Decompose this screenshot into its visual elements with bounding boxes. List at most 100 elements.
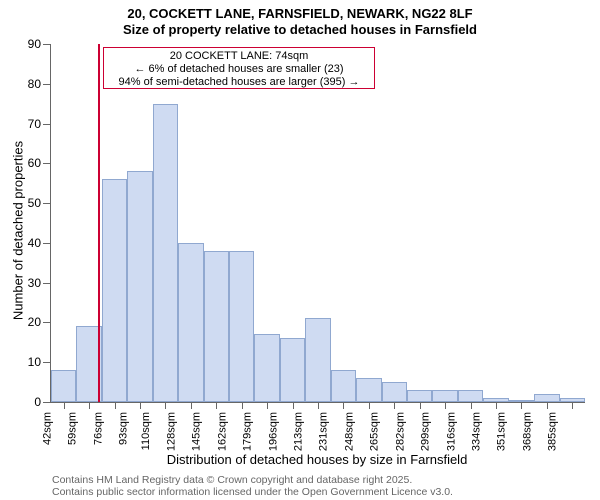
bar-rect bbox=[458, 390, 483, 402]
bar bbox=[229, 44, 254, 402]
bar-rect bbox=[280, 338, 305, 402]
annotation-line2: ← 6% of detached houses are smaller (23) bbox=[110, 63, 368, 76]
y-tick-label: 30 bbox=[28, 276, 41, 290]
y-tick bbox=[43, 322, 51, 323]
bar-rect bbox=[153, 104, 178, 402]
x-tick bbox=[191, 402, 192, 409]
y-tick bbox=[43, 124, 51, 125]
y-tick bbox=[43, 283, 51, 284]
bar-rect bbox=[356, 378, 381, 402]
x-tick bbox=[89, 402, 90, 409]
x-tick bbox=[420, 402, 421, 409]
bar bbox=[153, 44, 178, 402]
bar-rect bbox=[331, 370, 356, 402]
x-tick bbox=[445, 402, 446, 409]
x-tick-label: 213sqm bbox=[292, 412, 304, 451]
x-tick-label: 248sqm bbox=[343, 412, 355, 451]
x-tick bbox=[64, 402, 65, 409]
bar-rect bbox=[432, 390, 457, 402]
x-tick-label: 299sqm bbox=[420, 412, 432, 451]
bar-rect bbox=[407, 390, 432, 402]
x-tick-label: 351sqm bbox=[496, 412, 508, 451]
bar bbox=[102, 44, 127, 402]
bar bbox=[127, 44, 152, 402]
x-tick bbox=[318, 402, 319, 409]
y-tick-label: 0 bbox=[34, 395, 41, 409]
x-tick-label: 334sqm bbox=[470, 412, 482, 451]
x-tick-label: 231sqm bbox=[318, 412, 330, 451]
bar bbox=[382, 44, 407, 402]
y-tick-label: 90 bbox=[28, 37, 41, 51]
x-axis-label: Distribution of detached houses by size … bbox=[167, 452, 468, 467]
x-tick-label: 368sqm bbox=[521, 412, 533, 451]
x-tick-label: 93sqm bbox=[117, 412, 129, 445]
y-tick-label: 70 bbox=[28, 117, 41, 131]
x-tick-label: 110sqm bbox=[140, 412, 152, 450]
bar bbox=[560, 44, 585, 402]
bar bbox=[432, 44, 457, 402]
x-tick-label: 59sqm bbox=[67, 412, 79, 445]
x-tick bbox=[242, 402, 243, 409]
x-tick-label: 282sqm bbox=[394, 412, 406, 451]
x-tick-label: 76sqm bbox=[92, 412, 104, 445]
y-tick bbox=[43, 203, 51, 204]
annotation-box: 20 COCKETT LANE: 74sqm ← 6% of detached … bbox=[103, 47, 375, 89]
y-tick-label: 20 bbox=[28, 315, 41, 329]
credits: Contains HM Land Registry data © Crown c… bbox=[52, 474, 453, 498]
bar bbox=[305, 44, 330, 402]
x-tick-label: 145sqm bbox=[191, 412, 203, 451]
chart-title-line2: Size of property relative to detached ho… bbox=[0, 22, 600, 37]
x-tick bbox=[267, 402, 268, 409]
bar bbox=[331, 44, 356, 402]
x-tick bbox=[115, 402, 116, 409]
bar bbox=[483, 44, 508, 402]
bar-rect bbox=[178, 243, 203, 402]
x-tick-label: 128sqm bbox=[165, 412, 177, 451]
plot-area: 010203040506070809042sqm59sqm76sqm93sqm1… bbox=[50, 44, 585, 403]
bar-rect bbox=[51, 370, 76, 402]
x-tick-label: 179sqm bbox=[242, 412, 254, 451]
bar bbox=[178, 44, 203, 402]
marker-line bbox=[98, 44, 100, 402]
bar bbox=[280, 44, 305, 402]
bar-rect bbox=[305, 318, 330, 402]
x-tick-label: 265sqm bbox=[369, 412, 381, 451]
x-tick-label: 162sqm bbox=[216, 412, 228, 451]
chart-title-line1: 20, COCKETT LANE, FARNSFIELD, NEWARK, NG… bbox=[0, 6, 600, 21]
bar-rect bbox=[102, 179, 127, 402]
bar bbox=[254, 44, 279, 402]
y-tick bbox=[43, 243, 51, 244]
bar-rect bbox=[204, 251, 229, 402]
x-tick-label: 42sqm bbox=[41, 412, 53, 445]
y-tick-label: 80 bbox=[28, 77, 41, 91]
x-tick bbox=[496, 402, 497, 409]
annotation-line3: 94% of semi-detached houses are larger (… bbox=[110, 76, 368, 89]
x-tick bbox=[369, 402, 370, 409]
y-tick bbox=[43, 163, 51, 164]
bar bbox=[51, 44, 76, 402]
credit-line1: Contains HM Land Registry data © Crown c… bbox=[52, 474, 453, 486]
x-tick bbox=[572, 402, 573, 409]
bar-rect bbox=[382, 382, 407, 402]
y-tick bbox=[43, 402, 51, 403]
x-tick bbox=[547, 402, 548, 409]
bar bbox=[458, 44, 483, 402]
bar-rect bbox=[254, 334, 279, 402]
x-tick bbox=[343, 402, 344, 409]
x-tick bbox=[521, 402, 522, 409]
y-tick-label: 50 bbox=[28, 196, 41, 210]
annotation-line1: 20 COCKETT LANE: 74sqm bbox=[110, 50, 368, 63]
x-tick bbox=[165, 402, 166, 409]
bar-rect bbox=[127, 171, 152, 402]
x-tick bbox=[216, 402, 217, 409]
bar-rect bbox=[534, 394, 559, 402]
y-tick-label: 40 bbox=[28, 236, 41, 250]
chart-container: 20, COCKETT LANE, FARNSFIELD, NEWARK, NG… bbox=[0, 0, 600, 500]
x-tick-label: 196sqm bbox=[267, 412, 279, 451]
bar bbox=[509, 44, 534, 402]
x-tick bbox=[293, 402, 294, 409]
bar bbox=[356, 44, 381, 402]
x-tick bbox=[471, 402, 472, 409]
y-tick-label: 10 bbox=[28, 355, 41, 369]
y-tick bbox=[43, 84, 51, 85]
